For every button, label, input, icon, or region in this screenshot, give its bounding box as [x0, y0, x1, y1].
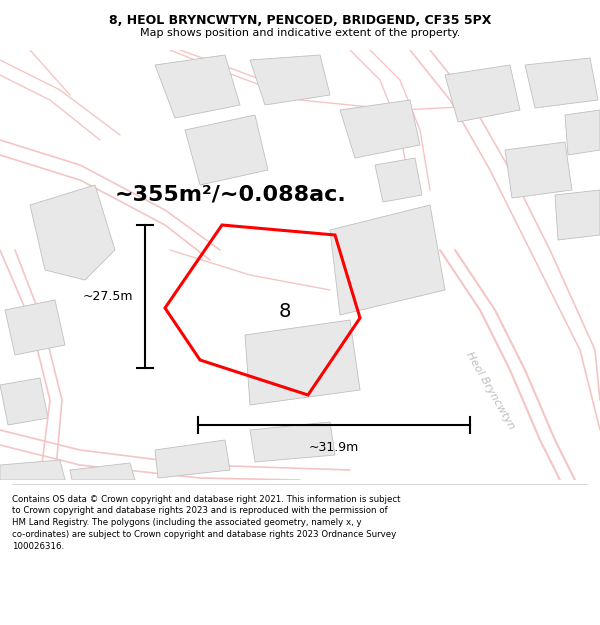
Polygon shape — [250, 422, 335, 462]
Text: ~31.9m: ~31.9m — [309, 441, 359, 454]
Polygon shape — [0, 460, 65, 480]
Polygon shape — [375, 158, 422, 202]
Text: ~355m²/~0.088ac.: ~355m²/~0.088ac. — [115, 185, 347, 205]
Text: 8, HEOL BRYNCWTYN, PENCOED, BRIDGEND, CF35 5PX: 8, HEOL BRYNCWTYN, PENCOED, BRIDGEND, CF… — [109, 14, 491, 27]
Polygon shape — [340, 100, 420, 158]
Polygon shape — [505, 142, 572, 198]
Polygon shape — [185, 115, 268, 185]
Polygon shape — [70, 463, 135, 480]
Polygon shape — [5, 300, 65, 355]
Polygon shape — [555, 190, 600, 240]
Text: ~27.5m: ~27.5m — [83, 290, 133, 303]
Polygon shape — [245, 320, 360, 405]
Polygon shape — [445, 65, 520, 122]
Polygon shape — [0, 378, 48, 425]
Text: Heol Bryncwtyn: Heol Bryncwtyn — [464, 349, 516, 431]
Polygon shape — [155, 440, 230, 478]
Text: 8: 8 — [279, 302, 291, 321]
Polygon shape — [250, 55, 330, 105]
Text: Map shows position and indicative extent of the property.: Map shows position and indicative extent… — [140, 28, 460, 38]
Text: Contains OS data © Crown copyright and database right 2021. This information is : Contains OS data © Crown copyright and d… — [12, 494, 401, 551]
Polygon shape — [565, 110, 600, 155]
Polygon shape — [155, 55, 240, 118]
Polygon shape — [330, 205, 445, 315]
Polygon shape — [30, 185, 115, 280]
Polygon shape — [525, 58, 598, 108]
